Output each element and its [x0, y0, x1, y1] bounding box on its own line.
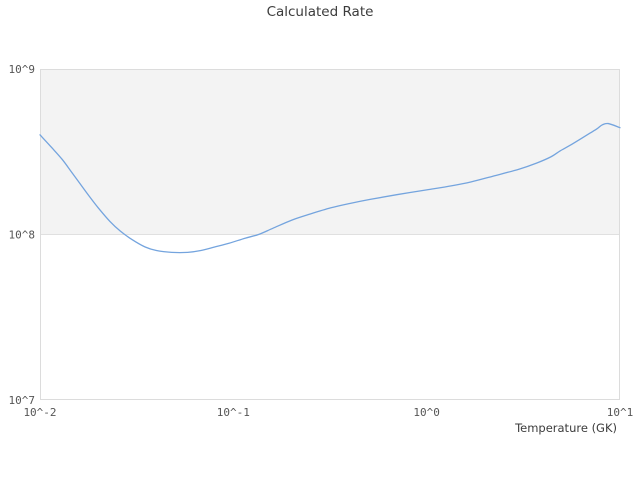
y-tick-label: 10^9: [9, 63, 36, 76]
x-tick-label: 10^-1: [217, 406, 250, 419]
plot-frame: [40, 69, 620, 400]
log-decade-band: [40, 69, 620, 235]
x-tick-label: 10^-2: [23, 406, 56, 419]
chart-title: Calculated Rate: [266, 4, 374, 20]
x-tick-label: 10^0: [413, 406, 440, 419]
y-tick-label: 10^8: [9, 229, 36, 242]
rate-line: [39, 122, 621, 254]
y-tick-label: 10^7: [9, 394, 36, 407]
x-tick-label: 10^1: [607, 406, 634, 419]
x-axis-title: Temperature (GK): [515, 421, 617, 435]
